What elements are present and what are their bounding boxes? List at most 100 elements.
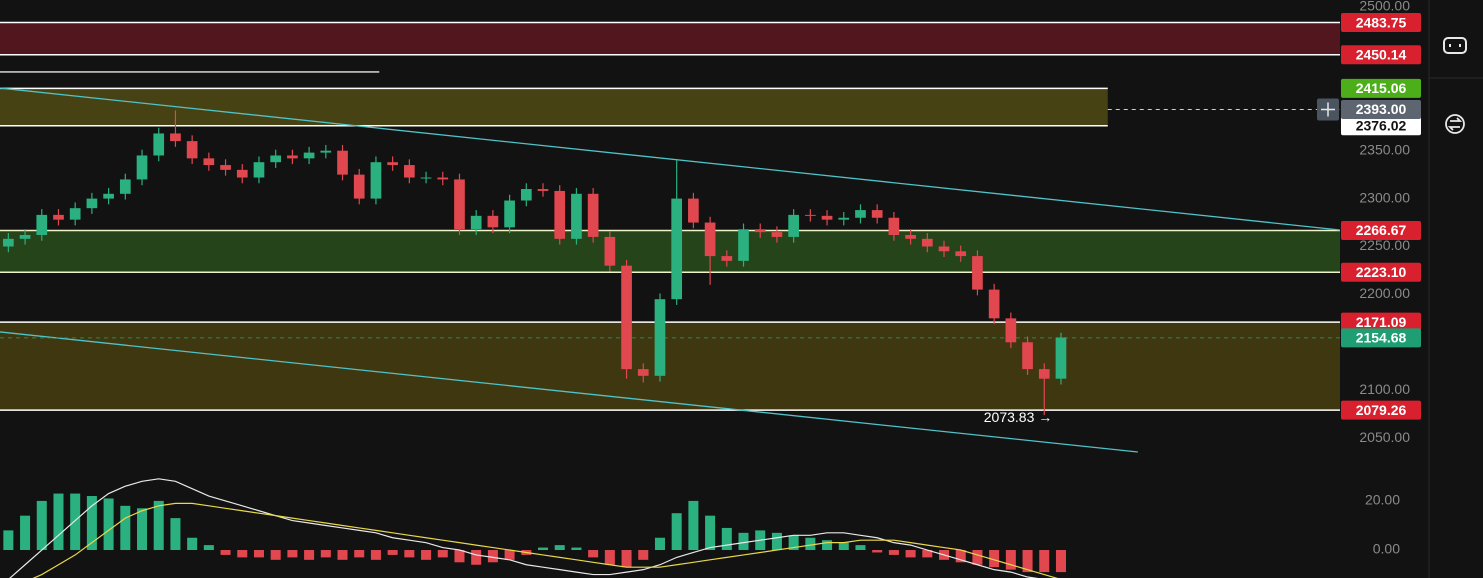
candle-body <box>3 238 14 247</box>
macd-histogram-bar <box>86 496 97 551</box>
candle-body <box>888 217 900 235</box>
bot-icon[interactable] <box>1443 37 1467 54</box>
price-label: 2171.09 <box>1356 314 1407 330</box>
candle-body <box>487 215 499 228</box>
macd-histogram-bar <box>604 550 615 565</box>
candle-body <box>1005 318 1017 343</box>
price-label-box <box>1341 262 1421 282</box>
macd-histogram-bar <box>1005 550 1016 570</box>
candle-body <box>220 165 231 170</box>
candle-body <box>320 150 332 153</box>
macd-histogram-bar <box>671 513 682 551</box>
y-tick-label: 2500.00 <box>1359 0 1410 14</box>
macd-histogram-bar <box>337 550 348 560</box>
candle-body <box>1038 369 1050 379</box>
annotation: 2073.83 → <box>984 409 1053 425</box>
macd-histogram-bar <box>237 550 248 558</box>
trend-line <box>0 331 1138 453</box>
candle-body <box>988 289 1000 319</box>
candle-body <box>554 190 566 239</box>
macd-histogram-bar <box>53 493 64 551</box>
macd-histogram-bar <box>788 535 799 551</box>
macd-histogram-bar <box>153 500 164 551</box>
macd-histogram-bar <box>688 500 699 551</box>
price-label: 2450.14 <box>1356 46 1407 62</box>
candle-body <box>838 217 850 220</box>
candle-body <box>721 256 733 261</box>
macd-histogram-bar <box>36 500 47 551</box>
candle-body <box>370 162 382 199</box>
macd-histogram-bar <box>1055 550 1066 573</box>
price-label-box <box>1341 312 1421 332</box>
macd-histogram-bar <box>571 547 582 551</box>
macd-histogram-bar <box>855 545 866 551</box>
candle-body <box>671 198 683 300</box>
swap-icon-ring <box>1445 114 1465 134</box>
y-tick-label: 2050.00 <box>1359 429 1410 445</box>
macd-histogram-bar <box>103 498 114 551</box>
macd-histogram-bar <box>738 532 749 551</box>
price-label-box <box>1341 221 1421 241</box>
price-label: 2223.10 <box>1356 264 1407 280</box>
macd-histogram-bar <box>1022 550 1033 573</box>
macd-histogram-bar <box>3 530 14 551</box>
macd-histogram-bar <box>654 537 665 551</box>
candle-body <box>387 162 398 166</box>
candle-body <box>587 193 599 237</box>
candle-body <box>303 152 315 159</box>
candle-body <box>19 235 31 239</box>
y-tick-label: 2100.00 <box>1359 381 1410 397</box>
macd-histogram-bar <box>170 518 181 551</box>
candle-body <box>637 369 649 376</box>
macd-histogram-bar <box>838 542 849 551</box>
macd-histogram-bar <box>872 550 883 553</box>
y-tick-label: 2350.00 <box>1359 141 1410 157</box>
price-label: 2393.00 <box>1356 101 1407 117</box>
price-label-box <box>1341 116 1421 136</box>
macd-histogram-bar <box>922 550 933 558</box>
macd-histogram-bar <box>705 515 716 551</box>
y-tick-label: 2300.00 <box>1359 189 1410 205</box>
macd-histogram-bar <box>320 550 331 558</box>
macd-histogram-bar <box>20 515 31 551</box>
swap-icon[interactable] <box>1445 114 1465 134</box>
y-tick-label: 2250.00 <box>1359 237 1410 253</box>
crosshair-plus <box>1321 102 1335 117</box>
candle-body <box>420 177 432 179</box>
candle-body <box>972 256 983 290</box>
macd-histogram-bar <box>354 550 365 558</box>
candle-body <box>504 200 515 228</box>
macd-histogram-bar <box>404 550 415 558</box>
macd-histogram-bar <box>805 537 816 551</box>
candle-body <box>704 222 716 257</box>
macd-histogram-bar <box>421 550 432 560</box>
macd-histogram-bar <box>504 550 515 560</box>
macd-histogram-bar <box>822 540 833 551</box>
macd-histogram-bar <box>370 550 381 560</box>
macd-histogram-bar <box>588 550 599 558</box>
candle-body <box>938 246 950 252</box>
zone <box>0 22 1340 55</box>
candle-body <box>53 214 64 220</box>
macd-histogram-bar <box>972 550 983 565</box>
candle-body <box>788 214 799 237</box>
candle-body <box>170 133 181 142</box>
macd-histogram-bar <box>253 550 264 558</box>
macd-tick-label: 20.00 <box>1365 492 1400 508</box>
candle-body <box>1055 337 1067 379</box>
candle-body <box>604 236 616 266</box>
macd-histogram-bar <box>487 550 498 563</box>
swap-icon-arrows <box>1447 117 1463 131</box>
price-label: 2154.68 <box>1356 330 1407 346</box>
macd-histogram-bar <box>621 550 632 568</box>
macd-histogram-bar <box>454 550 465 563</box>
macd-histogram-bar <box>304 550 315 560</box>
candle-body <box>287 155 298 159</box>
candle-body <box>437 177 449 180</box>
candle-body <box>470 215 482 230</box>
price-label-box <box>1341 45 1421 65</box>
candle-body <box>69 208 81 220</box>
